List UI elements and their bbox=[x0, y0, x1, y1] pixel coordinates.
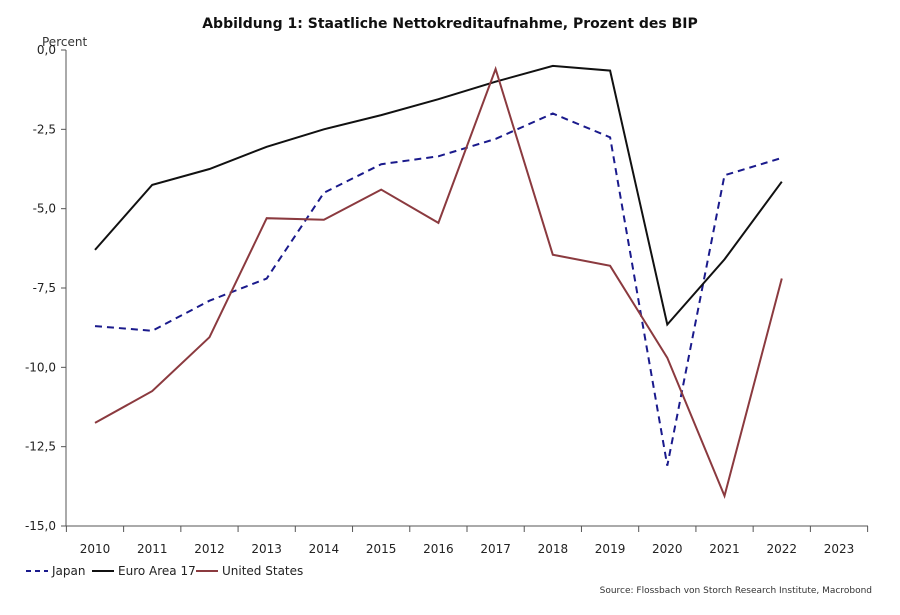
x-tick-label: 2010 bbox=[80, 542, 111, 556]
series-line-euro-area-17 bbox=[94, 64, 783, 327]
x-tick-label: 2017 bbox=[480, 542, 511, 556]
x-tick-label: 2023 bbox=[824, 542, 855, 556]
x-tick-label: 2011 bbox=[137, 542, 168, 556]
legend-label-japan: Japan bbox=[51, 564, 85, 578]
x-tick-label: 2013 bbox=[251, 542, 282, 556]
x-tick-label: 2016 bbox=[423, 542, 454, 556]
y-tick-label: -5,0 bbox=[33, 202, 56, 216]
legend-label-euro-area-17: Euro Area 17 bbox=[118, 564, 196, 578]
x-tick-label: 2018 bbox=[538, 542, 569, 556]
chart-title: Abbildung 1: Staatliche Nettokreditaufna… bbox=[202, 16, 698, 32]
y-tick-label: -12,5 bbox=[25, 440, 56, 454]
x-tick-label: 2015 bbox=[366, 542, 397, 556]
x-tick-label: 2014 bbox=[309, 542, 340, 556]
x-tick-label: 2021 bbox=[709, 542, 740, 556]
series-line-united-states bbox=[94, 65, 783, 500]
y-tick-label: -7,5 bbox=[33, 281, 56, 295]
y-tick-label: -10,0 bbox=[25, 360, 56, 374]
x-axis: 2010 2011 2012 2013 2014 2015 2016 2017 2018 2019… bbox=[65, 525, 869, 556]
y-tick-label: 0,0 bbox=[37, 43, 56, 57]
y-tick-label: -15,0 bbox=[25, 519, 56, 533]
x-tick-label: 2019 bbox=[595, 542, 626, 556]
x-tick-label: 2012 bbox=[194, 542, 225, 556]
legend-label-united-states: United States bbox=[222, 564, 303, 578]
x-tick-label: 2022 bbox=[766, 542, 797, 556]
y-axis-unit-label: Percent bbox=[42, 35, 87, 49]
y-tick-label: -2,5 bbox=[33, 122, 56, 136]
source-note: Source: Flossbach von Storch Research In… bbox=[600, 586, 872, 596]
y-axis: 0,0 -2,5 -5,0 -7,5 -10,0 -12,5 -15,0 bbox=[25, 43, 67, 533]
legend: Japan Euro Area 17 United States bbox=[26, 564, 303, 578]
x-tick-label: 2020 bbox=[652, 542, 683, 556]
series-line-japan bbox=[94, 112, 783, 466]
series-layer bbox=[94, 64, 783, 500]
